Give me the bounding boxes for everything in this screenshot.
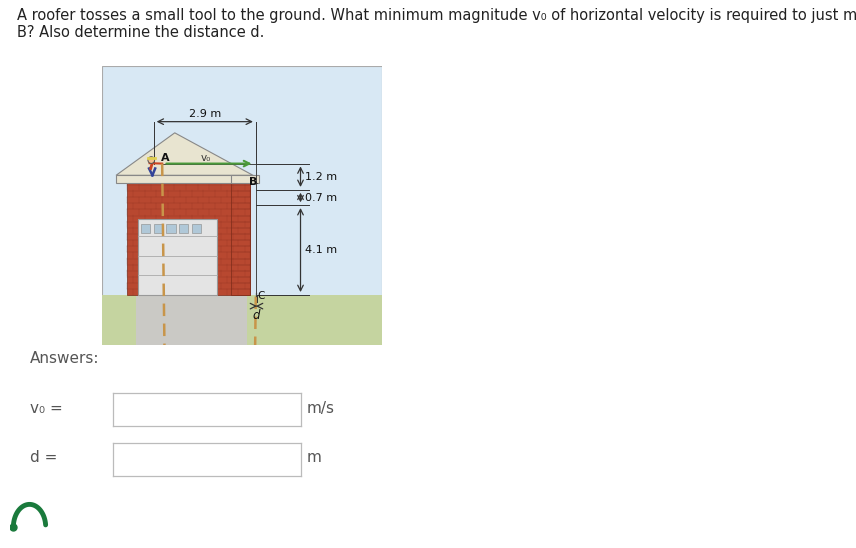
Text: A roofer tosses a small tool to the ground. What minimum magnitude v₀ of horizon: A roofer tosses a small tool to the grou… <box>17 8 856 23</box>
Text: i: i <box>99 452 104 467</box>
Text: Answers:: Answers: <box>30 351 99 366</box>
Bar <box>141 224 151 233</box>
Text: 4.1 m: 4.1 m <box>305 245 336 255</box>
Text: 1.2 m: 1.2 m <box>305 172 336 182</box>
Text: A: A <box>161 153 169 163</box>
Text: B: B <box>249 176 258 186</box>
Text: m: m <box>306 450 321 465</box>
Bar <box>128 183 250 295</box>
Circle shape <box>148 157 155 163</box>
Text: C: C <box>257 291 265 301</box>
Bar <box>230 183 250 295</box>
Text: v₀: v₀ <box>201 153 211 163</box>
Text: d =: d = <box>30 450 57 465</box>
Bar <box>116 175 253 183</box>
Text: i: i <box>99 402 104 418</box>
Bar <box>192 224 201 233</box>
Text: m/s: m/s <box>306 401 335 416</box>
Bar <box>102 295 382 345</box>
Text: 0.7 m: 0.7 m <box>305 192 336 203</box>
Polygon shape <box>135 295 247 345</box>
Bar <box>139 219 217 295</box>
Text: B? Also determine the distance d.: B? Also determine the distance d. <box>17 25 265 39</box>
Polygon shape <box>116 133 253 175</box>
Text: 2.9 m: 2.9 m <box>188 109 221 119</box>
Text: v₀ =: v₀ = <box>30 401 62 416</box>
Text: d: d <box>253 310 260 322</box>
Bar <box>154 224 163 233</box>
Bar <box>166 224 175 233</box>
Bar <box>230 175 259 183</box>
Bar <box>179 224 188 233</box>
